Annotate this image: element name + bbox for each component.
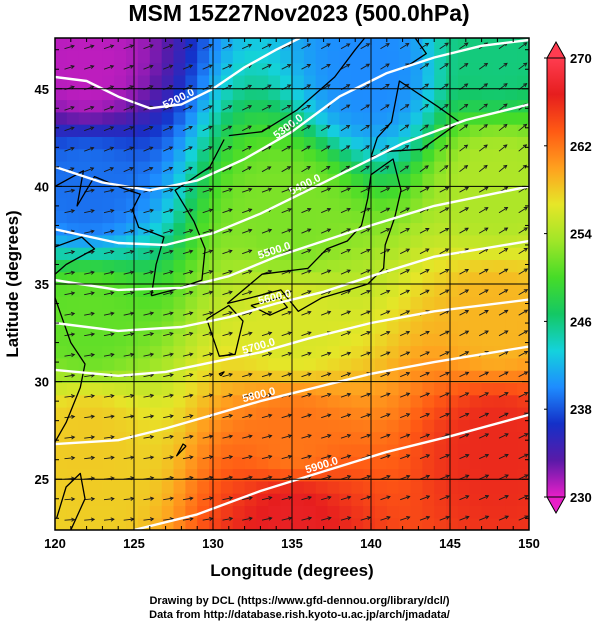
x-tick-label: 135 — [281, 536, 303, 551]
y-tick-label: 45 — [35, 82, 49, 97]
colorbar-tick-label: 270 — [570, 51, 592, 66]
x-tick-label: 130 — [202, 536, 224, 551]
x-tick-label: 120 — [44, 536, 66, 551]
colorbar-top-arrow — [546, 40, 566, 59]
colorbar-bar — [546, 57, 566, 498]
contour-line — [55, 38, 301, 110]
grid-lines — [55, 38, 529, 530]
credit-drawing: Drawing by DCL (https://www.gfd-dennou.o… — [149, 595, 450, 607]
axis-ticks: 120 125 130 135 140 145 150 25 30 35 40 45 — [35, 38, 540, 551]
colorbar-tick-label: 246 — [570, 314, 592, 329]
wind-vectors — [64, 42, 529, 522]
contour-line — [55, 185, 529, 292]
x-axis-label: Longitude (degrees) — [210, 561, 373, 580]
contour-line — [55, 103, 529, 247]
x-tick-label: 145 — [439, 536, 461, 551]
x-tick-label: 150 — [518, 536, 540, 551]
colorbar-bottom-arrow — [546, 496, 566, 515]
contour-line — [55, 239, 529, 333]
colorbar-tick-label: 238 — [570, 402, 592, 417]
colorbar-tick-label: 262 — [570, 139, 592, 154]
x-tick-label: 140 — [360, 536, 382, 551]
colorbar-tick-label: 230 — [570, 490, 592, 505]
y-tick-label: 30 — [35, 375, 49, 390]
y-tick-label: 40 — [35, 179, 49, 194]
credit-data: Data from http://database.rish.kyoto-u.a… — [149, 609, 450, 621]
x-tick-label: 125 — [123, 536, 145, 551]
colorbar-tick-label: 254 — [570, 227, 592, 242]
y-axis-label: Latitude (degrees) — [3, 210, 22, 357]
colorbar: 270 262 254 246 238 230 — [544, 40, 592, 515]
y-tick-label: 35 — [35, 277, 49, 292]
coastlines — [55, 38, 461, 530]
y-tick-label: 25 — [35, 472, 49, 487]
chart-title: MSM 15Z27Nov2023 (500.0hPa) — [128, 0, 469, 26]
